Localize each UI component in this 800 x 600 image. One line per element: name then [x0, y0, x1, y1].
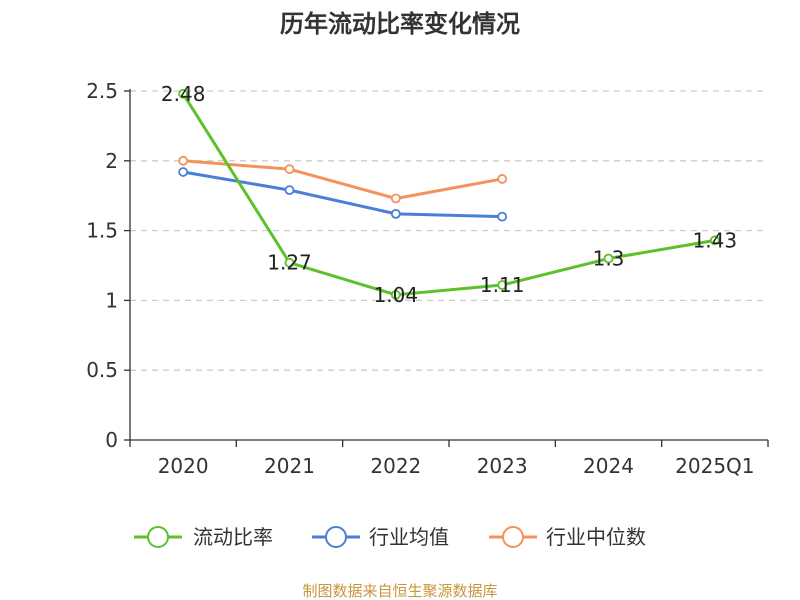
y-tick-label: 2.5	[86, 79, 118, 103]
legend-label: 行业中位数	[546, 525, 646, 549]
series-point	[284, 185, 295, 196]
series-line	[182, 170, 503, 219]
legend-swatch-marker	[502, 526, 524, 548]
legend-item[interactable]: 行业均值	[312, 525, 449, 549]
y-tick-label: 1.5	[86, 219, 118, 243]
series-point	[603, 253, 614, 264]
series-point	[390, 208, 401, 219]
legend-label: 行业均值	[369, 525, 449, 549]
series-point	[178, 88, 189, 99]
data-label: 1.27	[267, 251, 312, 275]
data-label: 1.11	[480, 273, 525, 297]
x-tick-label: 2021	[264, 454, 315, 478]
x-tick-label: 2023	[477, 454, 528, 478]
series-layer	[178, 88, 720, 300]
data-label: 1.43	[693, 228, 738, 252]
series-point	[497, 280, 508, 290]
series-point	[178, 167, 189, 177]
axes: 0 0.5 1 1.5 2 2.5 2020 2021 2022 2023 2024 2025Q1	[86, 79, 769, 478]
series-point	[390, 193, 401, 204]
data-label: 1.3	[593, 247, 625, 271]
data-label: 2.48	[161, 82, 206, 106]
series-line	[181, 92, 716, 297]
legend-item[interactable]: 流动比率	[134, 525, 273, 549]
series-point	[284, 164, 295, 175]
data-label: 1.04	[374, 283, 419, 307]
series-point	[178, 155, 189, 166]
series-line	[183, 159, 503, 200]
x-tick-label: 2024	[583, 454, 634, 478]
y-tick-label: 0	[105, 428, 118, 452]
series-point	[497, 174, 508, 184]
legend-swatch-marker	[147, 526, 169, 548]
y-tick-label: 0.5	[86, 358, 118, 382]
gridlines	[130, 90, 768, 371]
legend-item[interactable]: 行业中位数	[489, 525, 646, 549]
legend-label: 流动比率	[193, 525, 273, 549]
x-tick-label: 2020	[158, 454, 209, 478]
y-tick-label: 1	[105, 288, 118, 312]
series-point	[284, 257, 295, 268]
y-tick-label: 2	[105, 149, 118, 173]
series-point	[497, 211, 508, 222]
series-point	[709, 235, 720, 246]
series-point	[390, 289, 401, 300]
data-labels: 2.48 1.27 1.04 1.11 1.3 1.43	[161, 82, 737, 307]
x-tick-label: 2022	[370, 454, 421, 478]
source-note: 制图数据来自恒生聚源数据库	[302, 582, 497, 600]
legend-swatch-marker	[325, 526, 347, 548]
x-tick-label: 2025Q1	[675, 454, 754, 478]
chart-title: 历年流动比率变化情况	[280, 10, 520, 38]
legend[interactable]: 流动比率 行业均值 行业中位数	[134, 525, 646, 549]
